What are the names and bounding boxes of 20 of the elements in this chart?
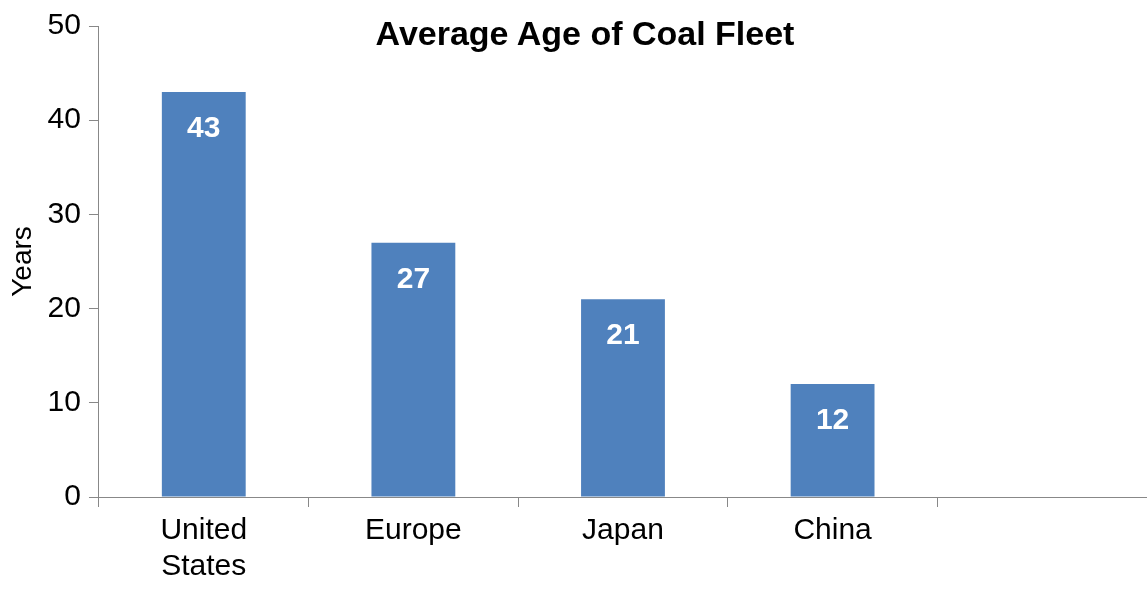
y-tick-label: 10 (47, 384, 81, 418)
y-tick-label: 20 (47, 289, 81, 323)
x-tick-label: China (793, 512, 873, 546)
bar (161, 91, 246, 497)
y-tick-label: 50 (47, 7, 81, 41)
x-tick-label: United States (160, 512, 248, 582)
data-label: 12 (815, 402, 850, 436)
y-tick-label: 30 (47, 195, 81, 229)
x-tick-label: Japan (582, 512, 664, 546)
x-tick-label: Europe (365, 512, 462, 546)
y-tick-label: 40 (47, 101, 81, 135)
data-label: 21 (606, 317, 640, 351)
data-label: 27 (396, 260, 431, 294)
chart-title: Average Age of Coal Fleet (375, 14, 795, 53)
y-axis-title: Years (5, 226, 37, 297)
bar (581, 299, 665, 497)
bar (371, 242, 456, 497)
y-tick-label: 0 (64, 478, 81, 512)
bar (790, 383, 875, 497)
data-label: 43 (187, 110, 221, 144)
